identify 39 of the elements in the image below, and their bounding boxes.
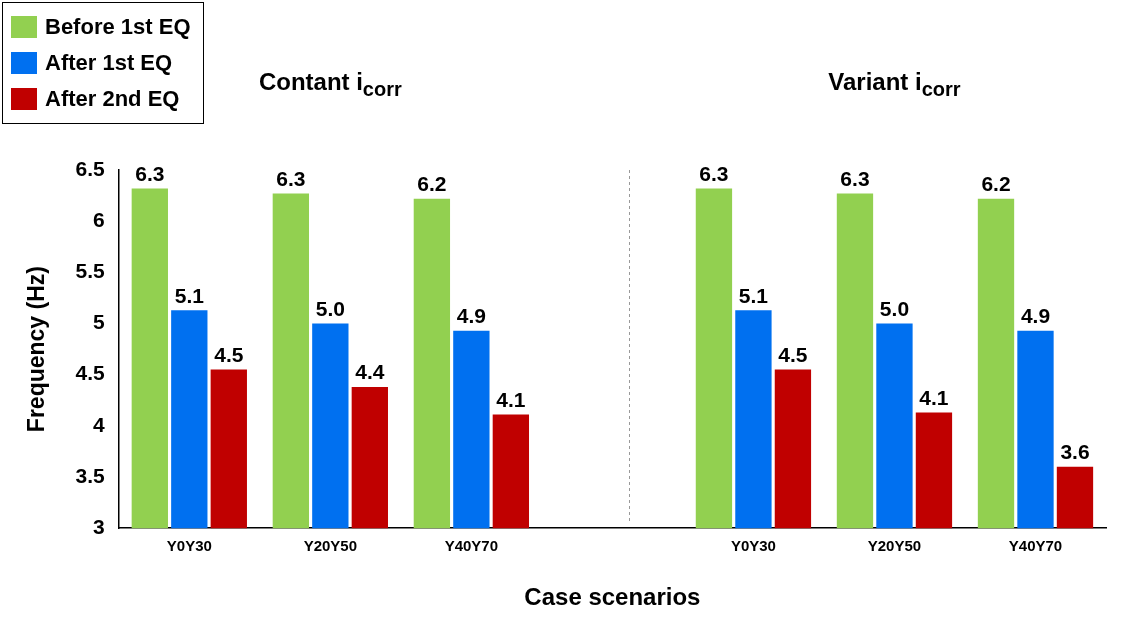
data-label: 6.2 — [981, 171, 1011, 195]
data-label: 6.3 — [840, 166, 870, 190]
legend-label: After 1st EQ — [45, 50, 173, 76]
data-label: 4.5 — [778, 342, 808, 366]
x-tick-label: Y20Y50 — [867, 537, 922, 555]
data-label: 5.0 — [315, 296, 345, 320]
data-label: 5.1 — [174, 283, 205, 307]
data-label: 4.1 — [919, 385, 949, 409]
y-tick-label: 5 — [93, 310, 106, 334]
data-label: 4.9 — [456, 303, 486, 327]
y-tick-label: 4 — [93, 412, 106, 436]
data-label: 6.2 — [417, 171, 447, 195]
y-tick-label: 3 — [93, 515, 105, 538]
y-tick-label: 4.5 — [75, 361, 106, 385]
text: Contant i$_{corr}$ — [258, 68, 402, 101]
data-label: 6.3 — [699, 161, 729, 185]
x-tick-label: Y20Y50 — [303, 537, 358, 555]
x-tick-label: Y0Y30 — [730, 537, 776, 555]
x-tick-label: Y40Y70 — [444, 537, 499, 555]
legend-label: Before 1st EQ — [45, 14, 191, 40]
y-tick-label: 5.5 — [75, 259, 106, 283]
x-tick-label: Y0Y30 — [166, 537, 212, 555]
data-label: 5.1 — [738, 283, 769, 307]
data-label: 5.0 — [879, 296, 910, 320]
y-axis-title: Frequency (Hz) — [23, 266, 50, 433]
data-label: 4.5 — [214, 342, 244, 366]
text: Variant i$_{corr}$ — [828, 68, 961, 101]
legend-label: After 2nd EQ — [45, 86, 180, 112]
y-tick-label: 6.5 — [75, 156, 106, 180]
data-label: 6.3 — [135, 161, 165, 185]
y-tick-label: 6 — [93, 207, 105, 231]
x-tick-label: Y40Y70 — [1008, 537, 1063, 555]
data-label: 3.6 — [1060, 440, 1090, 464]
data-label: 6.3 — [276, 166, 306, 190]
data-label: 4.1 — [496, 387, 526, 411]
x-axis-title: Case scenarios — [524, 583, 701, 611]
data-label: 4.9 — [1020, 303, 1051, 327]
y-tick-label: 3.5 — [75, 463, 106, 487]
data-label: 4.4 — [355, 360, 385, 384]
